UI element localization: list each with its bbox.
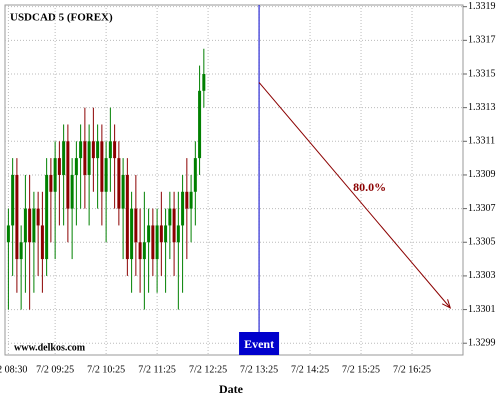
candle-body — [193, 158, 197, 192]
candle-body — [151, 225, 155, 260]
candle-body — [138, 242, 142, 260]
candle-body — [130, 208, 134, 260]
x-tick-label: 7/2 10:25 — [87, 364, 125, 375]
candle-body — [202, 73, 206, 91]
x-tick-label: 7/2 13:25 — [240, 364, 278, 375]
candle-body — [104, 158, 108, 192]
event-button — [239, 332, 280, 355]
plot-frame — [4, 4, 464, 356]
candle-body — [66, 141, 70, 209]
candle-body — [113, 141, 117, 159]
x-tick-label: 7/2 11:25 — [138, 364, 176, 375]
y-tick-label: 1.3313 — [468, 102, 496, 113]
x-tick-label: 7/2 12:25 — [189, 364, 227, 375]
candle-body — [57, 158, 61, 175]
forecast-label: 80.0% — [353, 180, 386, 194]
candle-body — [164, 225, 168, 243]
y-tick-label: 1.3305 — [468, 237, 496, 248]
candle-body — [198, 90, 202, 159]
y-tick-label: 1.3317 — [468, 35, 496, 46]
x-tick-label: 7/2 14:25 — [291, 364, 329, 375]
y-tick-label: 1.3309 — [468, 169, 496, 180]
candle-body — [6, 225, 10, 243]
candle-body — [74, 158, 78, 175]
candle-body — [168, 208, 172, 226]
candle-body — [176, 225, 180, 243]
y-tick-label: 1.3299 — [468, 338, 496, 349]
chart-title: USDCAD 5 (FOREX) — [10, 12, 113, 24]
y-tick-label: 1.3307 — [468, 203, 496, 214]
x-tick-label: 7/2 16:25 — [393, 364, 431, 375]
candle-body — [15, 174, 19, 260]
candle-body — [87, 141, 91, 175]
candle-body — [28, 208, 32, 243]
candle-body — [91, 141, 95, 159]
x-tick-label: 7/2 15:25 — [342, 364, 380, 375]
candle-body — [19, 242, 23, 260]
x-tick-label: 7/2 08:30 — [0, 364, 27, 375]
candle-body — [62, 141, 66, 175]
x-tick-label: 7/2 09:25 — [36, 364, 74, 375]
candle-body — [100, 141, 104, 192]
candle-body — [83, 141, 87, 175]
candle-body — [159, 225, 163, 243]
candle-body — [147, 225, 151, 243]
y-tick-label: 1.3311 — [468, 136, 495, 147]
candle-body — [185, 191, 189, 209]
candle-body — [11, 174, 15, 226]
candle-body — [108, 141, 112, 159]
candle-body — [40, 225, 44, 260]
candle-body — [121, 174, 125, 209]
candle-body — [181, 191, 185, 226]
y-tick-label: 1.3303 — [468, 270, 496, 281]
candle-body — [125, 174, 129, 260]
candle-body — [32, 208, 36, 243]
candle-body — [172, 208, 176, 243]
watermark: www.delkos.com — [14, 342, 86, 353]
candle-body — [36, 208, 40, 226]
candle-body — [49, 174, 53, 192]
candle-body — [134, 208, 138, 243]
candle-body — [117, 158, 121, 209]
candle-body — [79, 141, 83, 159]
candle-body — [70, 174, 74, 209]
x-axis-label: Date — [219, 382, 244, 396]
candle-body — [53, 158, 57, 192]
y-tick-label: 1.3315 — [468, 68, 496, 79]
event-label: Event — [244, 337, 274, 351]
candle-body — [155, 225, 159, 260]
candle-body — [96, 141, 100, 159]
y-tick-label: 1.3301 — [468, 304, 496, 315]
candle-body — [23, 208, 27, 243]
candle-body — [45, 174, 49, 260]
arrow-head — [441, 299, 452, 309]
candle-body — [142, 242, 146, 260]
y-tick-label: 1.3319 — [468, 1, 496, 12]
candle-body — [189, 191, 193, 209]
forecast-arrow — [258, 82, 451, 309]
